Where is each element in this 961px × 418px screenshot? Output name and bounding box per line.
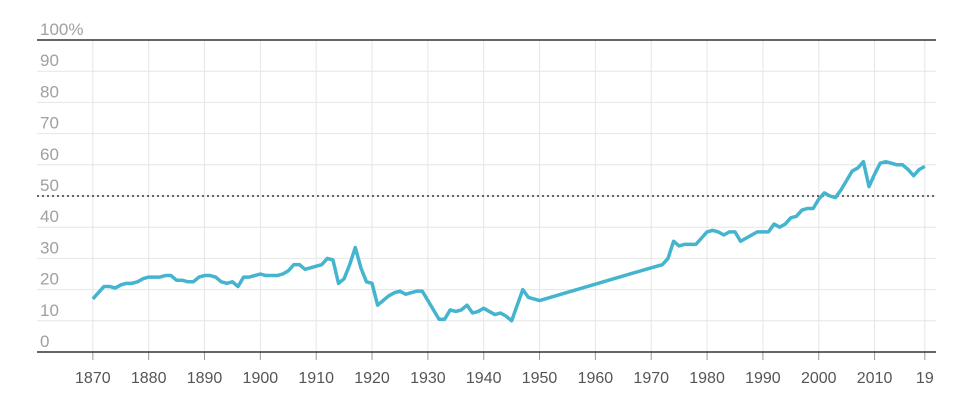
x-tick-label: 1950 — [522, 370, 558, 387]
x-tick-label: 1920 — [354, 370, 390, 387]
x-tick-label: 1990 — [745, 370, 781, 387]
x-tick-label: 1960 — [578, 370, 614, 387]
y-tick-label: 30 — [40, 238, 59, 257]
x-tick-label: 1970 — [633, 370, 669, 387]
y-tick-label: 20 — [40, 270, 59, 289]
x-tick-label: 1930 — [410, 370, 446, 387]
y-tick-label: 90 — [40, 51, 59, 70]
x-tick-label: 1940 — [466, 370, 502, 387]
x-tick-label: 1980 — [689, 370, 725, 387]
y-tick-label: 0 — [40, 332, 49, 351]
x-tick-label: 1880 — [131, 370, 167, 387]
x-tick-label: 1900 — [243, 370, 279, 387]
x-tick-label: 1910 — [298, 370, 334, 387]
y-tick-label: 80 — [40, 82, 59, 101]
x-tick-label: 19 — [916, 370, 934, 387]
x-tick-label: 2000 — [801, 370, 837, 387]
x-tick-label: 1870 — [75, 370, 111, 387]
x-tick-label: 2010 — [857, 370, 893, 387]
y-tick-label: 70 — [40, 114, 59, 133]
y-tick-label: 50 — [40, 176, 59, 195]
y-tick-label: 40 — [40, 207, 59, 226]
x-tick-label: 1890 — [187, 370, 223, 387]
y-tick-label: 100% — [40, 20, 83, 39]
y-tick-label: 60 — [40, 145, 59, 164]
y-tick-label: 10 — [40, 301, 59, 320]
data-line — [91, 159, 926, 323]
